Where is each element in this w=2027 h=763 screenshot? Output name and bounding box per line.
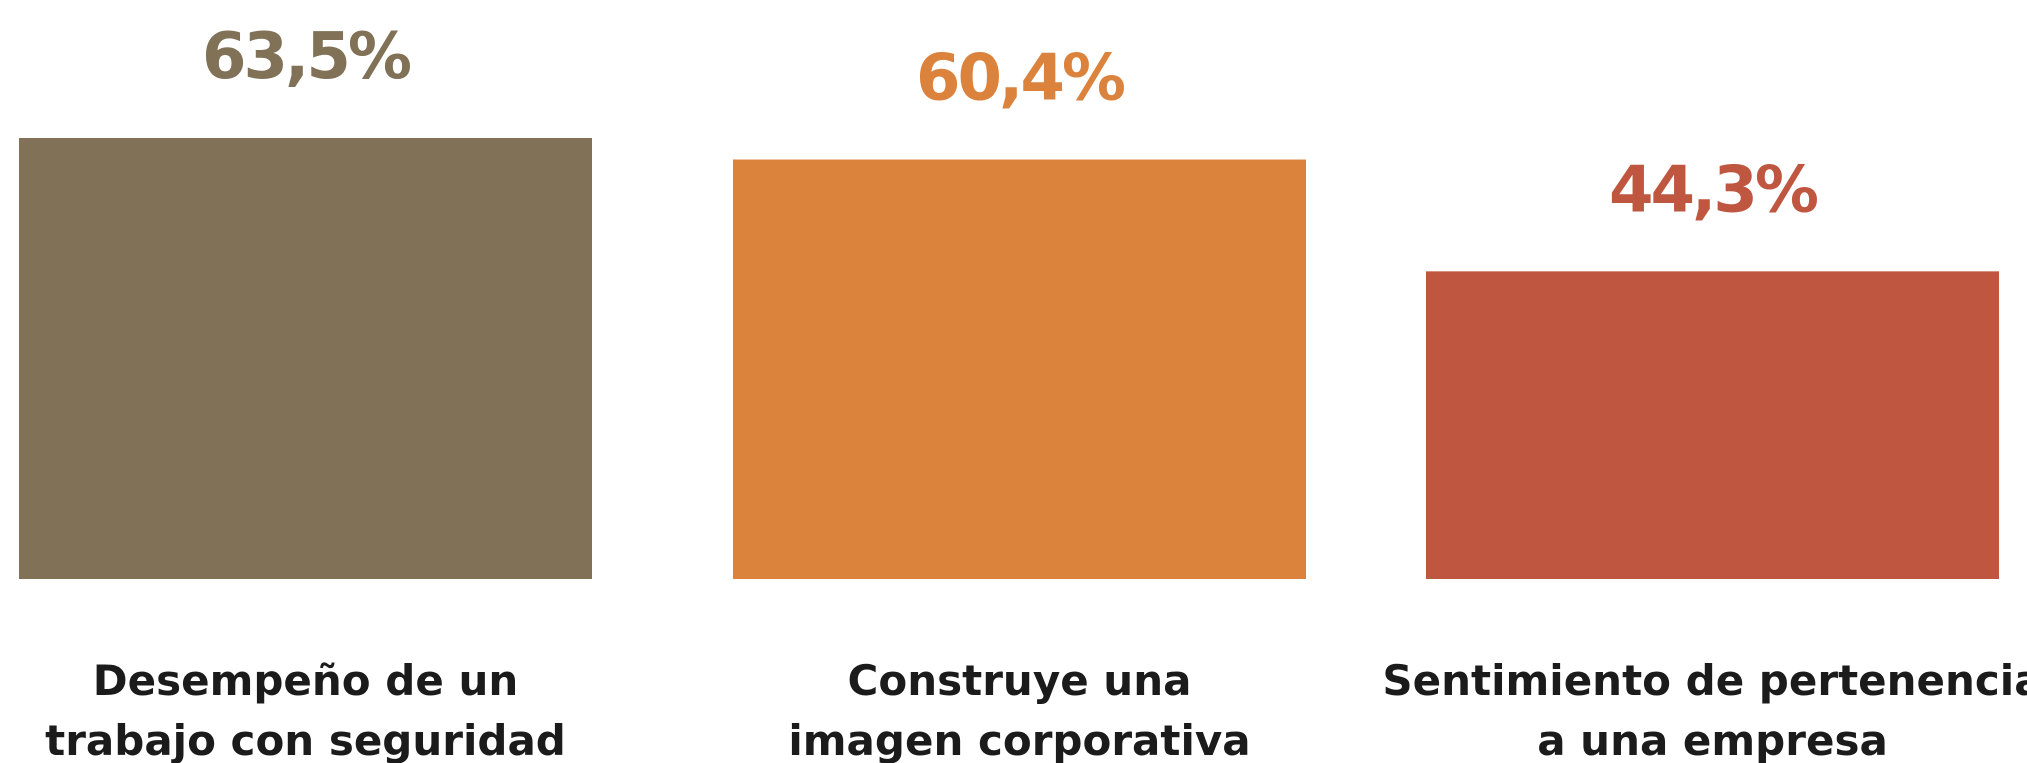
category-label-1-line-1: Desempeño de un [93,656,519,705]
value-label-3: 44,3% [1609,153,1818,227]
bar-2 [733,159,1306,580]
category-label-1-line-2: trabajo con seguridad [45,716,566,763]
category-label-3-line-2: a una empresa [1537,716,1888,763]
bar-1 [19,138,592,579]
bar-3 [1426,271,1999,579]
category-label-3-line-1: Sentimiento de pertenencia [1382,656,2027,705]
category-label-2-line-1: Construye una [848,656,1192,705]
value-label-1: 63,5% [202,20,411,94]
category-label-2-line-2: imagen corporativa [788,716,1250,763]
value-label-2: 60,4% [916,42,1125,116]
